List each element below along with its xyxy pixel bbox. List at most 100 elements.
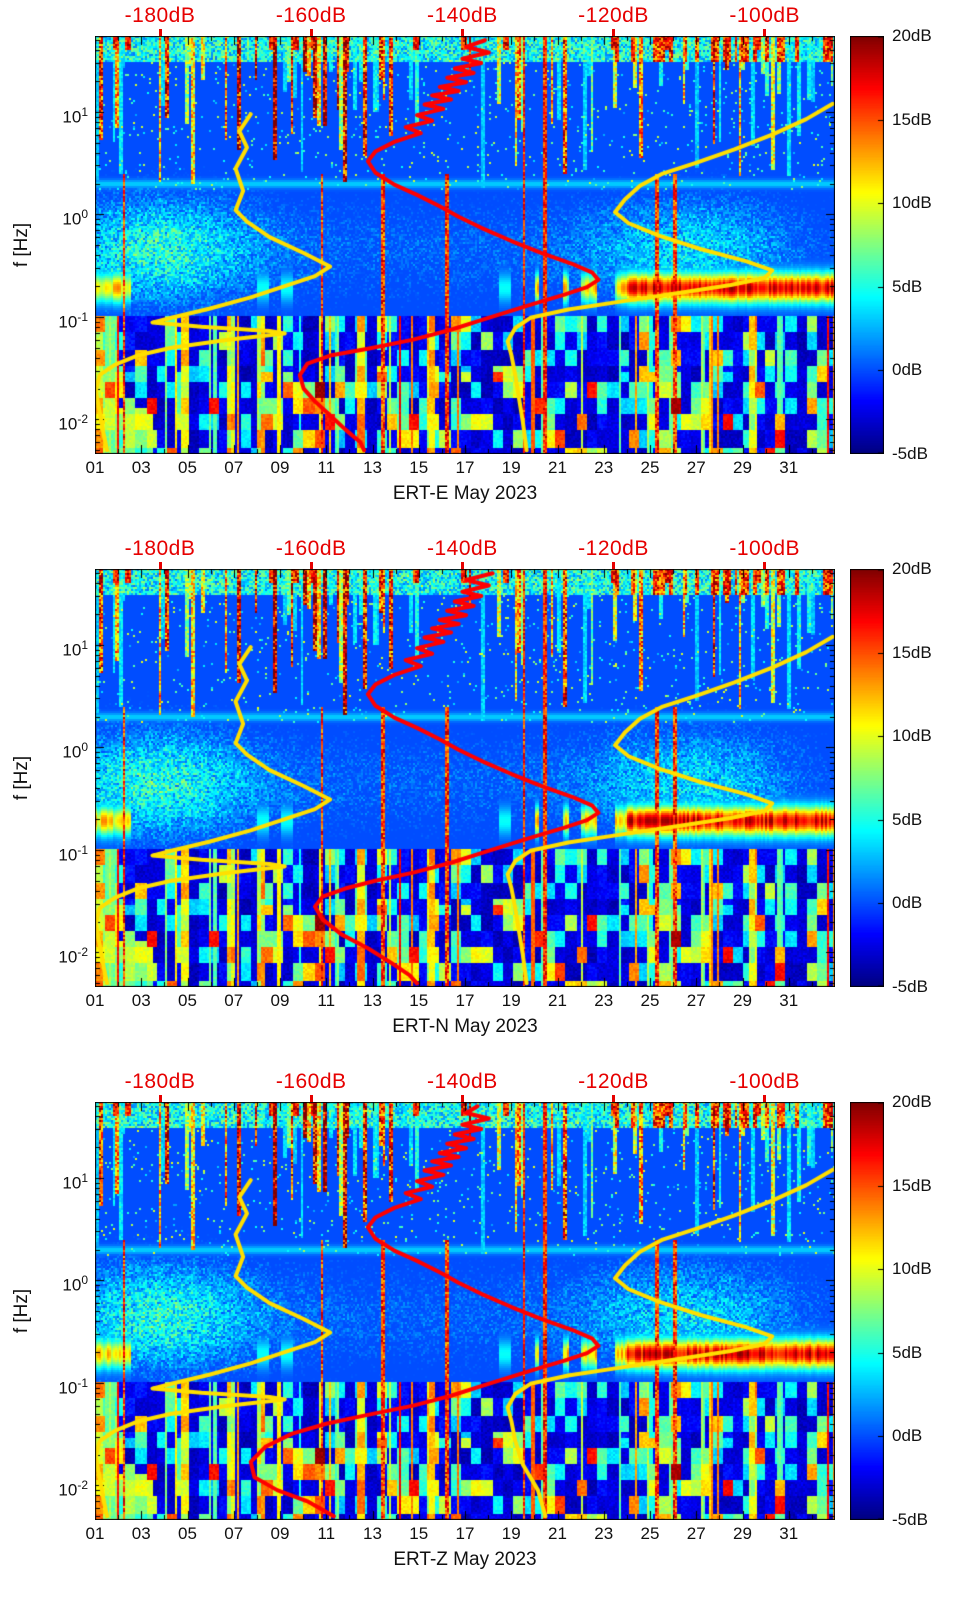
x-tick-label: 21 <box>548 991 567 1010</box>
x-tick-label: 13 <box>363 1524 382 1543</box>
top-axis-label: -100dB <box>729 4 801 27</box>
x-tick-label: 11 <box>317 991 336 1010</box>
x-tick-label: 29 <box>733 991 752 1010</box>
colorbar-tick-label: 20dB <box>892 1092 932 1111</box>
x-tick-label: 01 <box>85 991 105 1010</box>
x-tick-label: 17 <box>455 458 475 477</box>
top-axis-tick <box>612 1095 616 1102</box>
x-tick-label: 15 <box>409 1524 429 1543</box>
x-tick-label: 01 <box>85 458 105 477</box>
colorbar-tick-label: 5dB <box>892 809 923 829</box>
top-axis-label: -100dB <box>729 537 801 560</box>
top-axis-label: -160dB <box>275 4 347 27</box>
x-tick-label: 05 <box>178 991 197 1010</box>
top-axis-label: -180dB <box>124 537 196 560</box>
top-axis-tick <box>612 29 616 36</box>
x-tick-label: 27 <box>686 458 706 477</box>
x-tick-label: 19 <box>501 991 521 1010</box>
x-tick-label: 31 <box>779 991 799 1010</box>
x-tick-label: 29 <box>733 1524 752 1543</box>
x-tick-label: 19 <box>501 458 521 477</box>
x-tick-label: 19 <box>501 1524 521 1543</box>
colorbar-tick-label: -5dB <box>892 1510 928 1529</box>
top-axis-label: -120dB <box>578 1070 649 1093</box>
colorbar-tick-label: 10dB <box>892 726 932 746</box>
top-axis-tick <box>158 562 162 569</box>
x-tick-label: 15 <box>409 458 429 477</box>
x-tick-label: 05 <box>178 1524 197 1543</box>
x-tick-label: 09 <box>270 1524 290 1543</box>
top-axis-tick <box>158 29 162 36</box>
top-axis-label: -140dB <box>426 537 498 560</box>
x-tick-label: 07 <box>224 1524 244 1543</box>
x-tick-label: 25 <box>640 1524 660 1543</box>
x-tick-label: 03 <box>131 458 151 477</box>
colorbar-tick-label: 15dB <box>892 1175 932 1195</box>
x-tick-label: 11 <box>317 458 336 477</box>
x-tick-label: 03 <box>131 1524 151 1543</box>
colorbar-tick-label: 15dB <box>892 109 932 129</box>
top-axis-label: -160dB <box>275 1070 347 1093</box>
top-axis-tick <box>309 1095 313 1102</box>
colorbar-canvas <box>850 569 884 987</box>
colorbar-tick-label: 0dB <box>892 893 923 913</box>
y-tick-label: 10-2 <box>58 945 88 968</box>
colorbar-tick-label: 20dB <box>892 559 932 578</box>
x-tick-label: 29 <box>733 458 752 477</box>
colorbar-tick-label: -5dB <box>892 977 928 996</box>
top-axis-label: -120dB <box>578 4 649 27</box>
panel-ert-z: -180dB -160dB -140dB -120dB -100dB f [Hz] 101 1… <box>0 1066 962 1599</box>
y-axis-label: f [Hz] <box>11 1288 32 1334</box>
top-axis-tick <box>763 29 767 36</box>
top-axis-label: -120dB <box>578 537 649 560</box>
y-tick-label: 100 <box>62 740 88 763</box>
y-tick-label: 100 <box>62 1273 88 1296</box>
top-axis-tick <box>309 562 313 569</box>
colorbar-tick-label: 5dB <box>892 1342 923 1362</box>
spectrogram-canvas-ert-n <box>95 569 835 987</box>
y-axis-label: f [Hz] <box>11 222 32 268</box>
top-axis-tick <box>309 29 313 36</box>
y-tick-label: 10-1 <box>58 842 88 865</box>
panel-ert-e: -180dB -160dB -140dB -120dB -100dB f [Hz] 101 1… <box>0 0 962 533</box>
x-tick-label: 11 <box>317 1524 336 1543</box>
y-axis-label: f [Hz] <box>11 755 32 801</box>
x-tick-label: 07 <box>224 991 244 1010</box>
colorbar-tick-label: -5dB <box>892 444 928 463</box>
colorbar-tick-label: 5dB <box>892 276 923 296</box>
x-tick-label: 27 <box>686 1524 706 1543</box>
top-axis-tick <box>763 1095 767 1102</box>
top-axis-tick <box>460 562 464 569</box>
x-tick-label: 23 <box>594 991 614 1010</box>
y-tick-label: 10-2 <box>58 1478 88 1501</box>
spectrogram-canvas-ert-z <box>95 1102 835 1520</box>
y-tick-label: 101 <box>62 104 88 127</box>
top-axis-label: -160dB <box>275 537 347 560</box>
x-tick-label: 31 <box>779 1524 799 1543</box>
colorbar-tick-label: 0dB <box>892 1426 923 1446</box>
top-axis-tick <box>460 29 464 36</box>
x-tick-label: 09 <box>270 991 290 1010</box>
colorbar-canvas <box>850 36 884 454</box>
panel-ert-n: -180dB -160dB -140dB -120dB -100dB f [Hz] 101 1… <box>0 533 962 1066</box>
x-tick-label: 23 <box>594 458 614 477</box>
x-tick-label: 27 <box>686 991 706 1010</box>
colorbar-tick-label: 0dB <box>892 360 923 380</box>
y-tick-label: 101 <box>62 637 88 660</box>
x-axis-label: ERT-E May 2023 <box>392 483 538 504</box>
top-axis-label: -140dB <box>426 4 498 27</box>
top-axis-tick <box>460 1095 464 1102</box>
colorbar-tick-label: 20dB <box>892 26 932 45</box>
x-axis-label: ERT-Z May 2023 <box>393 1549 537 1570</box>
top-axis-label: -100dB <box>729 1070 801 1093</box>
top-axis-label: -140dB <box>426 1070 498 1093</box>
x-tick-label: 31 <box>779 458 799 477</box>
x-tick-label: 13 <box>363 458 382 477</box>
colorbar-tick-label: 10dB <box>892 193 932 213</box>
colorbar-canvas <box>850 1102 884 1520</box>
x-tick-label: 15 <box>409 991 429 1010</box>
x-tick-label: 13 <box>363 991 382 1010</box>
x-tick-label: 21 <box>548 458 567 477</box>
x-axis-label: ERT-N May 2023 <box>392 1016 538 1037</box>
